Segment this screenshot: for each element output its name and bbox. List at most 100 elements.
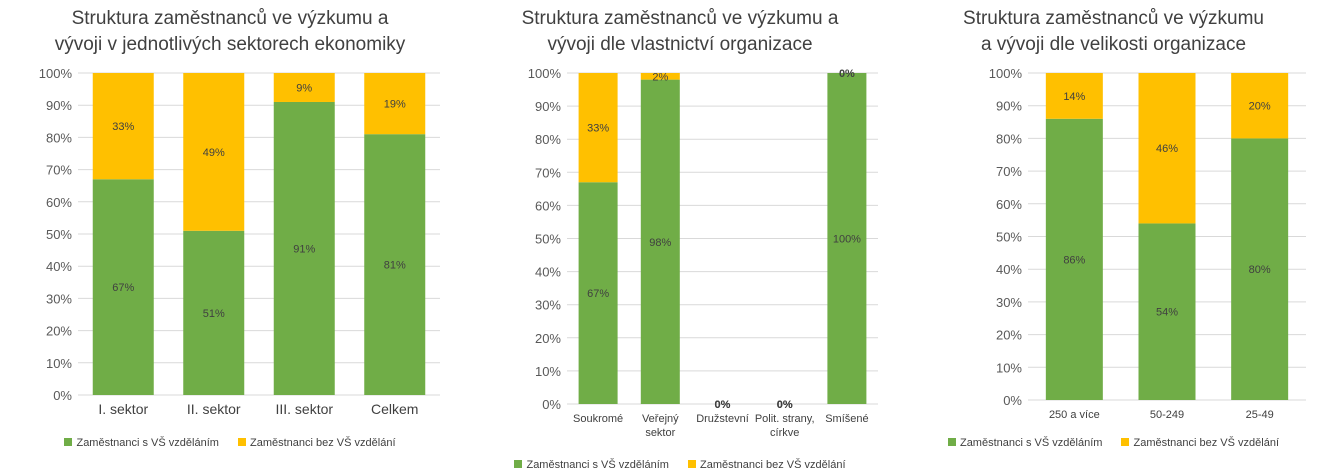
legend-swatch-green — [514, 460, 523, 468]
y-tick-label: 80% — [535, 132, 561, 147]
data-label: 9% — [296, 82, 312, 94]
legend-label-without-degree: Zaměstnanci bez VŠ vzdělání — [699, 459, 846, 471]
data-label: 49% — [203, 147, 225, 159]
legend-item-without-degree: Zaměstnanci bez VŠ vzdělání — [237, 437, 396, 449]
y-tick-label: 20% — [996, 328, 1022, 343]
legend-item-with-degree: Zaměstnanci s VŠ vzděláním — [64, 437, 219, 449]
data-label: 67% — [112, 282, 134, 294]
bar-segment — [1045, 118, 1103, 400]
category-label: Soukromé — [573, 413, 623, 425]
bar-segment — [578, 182, 618, 404]
chart-legend: Zaměstnanci s VŠ vzděláním Zaměstnanci b… — [900, 437, 1327, 449]
data-label: 0% — [777, 399, 793, 411]
data-label: 0% — [715, 399, 731, 411]
category-label: Veřejný — [642, 413, 679, 425]
data-label: 46% — [1156, 143, 1178, 155]
y-tick-label: 100% — [528, 66, 562, 81]
y-tick-label: 90% — [996, 99, 1022, 114]
data-label: 0% — [715, 399, 731, 411]
y-tick-label: 70% — [535, 165, 561, 180]
legend-item-without-degree: Zaměstnanci bez VŠ vzdělání — [1121, 437, 1279, 449]
legend-swatch-green — [64, 438, 73, 446]
legend-swatch-yellow — [687, 460, 696, 468]
legend-label-with-degree: Zaměstnanci s VŠ vzděláním — [526, 459, 669, 471]
y-tick-label: 100% — [39, 66, 73, 81]
category-label: 250 a více — [1049, 409, 1100, 421]
chart-title-line-1: Struktura zaměstnanců ve výzkumu a — [71, 8, 389, 29]
legend-swatch-green — [947, 438, 956, 446]
legend-swatch-yellow — [1121, 438, 1130, 446]
chart-plot: 0% 10% 20% 30% 40% 50% 60% 70% 80% 90% 100% 86% 14% 2… — [989, 66, 1306, 421]
category-label: 50-249 — [1150, 409, 1184, 421]
chart-plot: 0% 10% 20% 30% 40% 50% 60% 70% 80% 90% 100% 67% 33% I… — [39, 66, 440, 417]
chart-title: Struktura zaměstnanců ve výzkumu a vývoj… — [900, 6, 1327, 58]
category-label: II. sektor — [187, 401, 241, 417]
legend-label-with-degree: Zaměstnanci s VŠ vzděláním — [76, 437, 219, 449]
category-label: sektor — [645, 427, 675, 439]
data-label: 2% — [652, 71, 668, 83]
category-label: Celkem — [371, 401, 418, 417]
data-label: 54% — [1156, 307, 1178, 319]
bar-segment — [92, 73, 154, 180]
bar-segment — [273, 73, 335, 102]
data-label: 33% — [587, 123, 609, 135]
y-tick-label: 80% — [996, 131, 1022, 146]
data-label: 33% — [112, 121, 134, 133]
chart-title: Struktura zaměstnanců ve výzkumu a vývoj… — [0, 6, 460, 58]
bar-segment — [640, 73, 680, 80]
y-tick-label: 0% — [542, 397, 561, 412]
y-tick-label: 60% — [535, 198, 561, 213]
bar-segment — [1231, 73, 1289, 139]
y-tick-label: 100% — [989, 66, 1023, 81]
chart-plot: 0% 10% 20% 30% 40% 50% 60% 70% 80% 90% 100% 67% 33% S… — [528, 66, 878, 439]
bar-segment — [1138, 223, 1196, 400]
y-tick-label: 50% — [46, 227, 72, 242]
data-label: 100% — [833, 234, 861, 246]
bar-segment — [640, 79, 680, 405]
y-tick-label: 40% — [996, 262, 1022, 277]
bar-segment — [1138, 73, 1196, 224]
category-label: Družstevní — [696, 413, 749, 425]
y-tick-label: 10% — [996, 360, 1022, 375]
legend-item-with-degree: Zaměstnanci s VŠ vzděláním — [947, 437, 1102, 449]
y-tick-label: 50% — [535, 232, 561, 247]
bar-segment — [364, 73, 426, 135]
y-tick-label: 70% — [46, 163, 72, 178]
bar-segment — [1045, 73, 1103, 119]
y-tick-label: 50% — [996, 230, 1022, 245]
data-label: 80% — [1249, 264, 1271, 276]
data-label: 0% — [839, 68, 855, 80]
chart-title-line-2: a vývoji dle velikosti organizace — [980, 34, 1247, 55]
category-label: 25-49 — [1246, 409, 1274, 421]
y-tick-label: 80% — [46, 130, 72, 145]
bar-segment — [1231, 138, 1289, 400]
category-label: církve — [770, 427, 799, 439]
data-label: 98% — [649, 237, 671, 249]
y-tick-label: 10% — [46, 356, 72, 371]
y-tick-label: 30% — [996, 295, 1022, 310]
y-tick-label: 90% — [46, 98, 72, 113]
y-tick-label: 40% — [46, 259, 72, 274]
y-tick-label: 0% — [53, 388, 72, 403]
chart-title: Struktura zaměstnanců ve výzkumu a vývoj… — [460, 6, 900, 58]
chart-title-line-1: Struktura zaměstnanců ve výzkumu a — [521, 8, 839, 29]
y-tick-label: 60% — [996, 197, 1022, 212]
category-label: I. sektor — [98, 401, 148, 417]
category-label: Smíšené — [825, 413, 868, 425]
bar-segment — [827, 73, 867, 404]
data-label: 86% — [1063, 254, 1085, 266]
y-tick-label: 30% — [535, 298, 561, 313]
chart-sectors: Struktura zaměstnanců ve výzkumu a vývoj… — [0, 0, 460, 472]
bar-segment — [273, 101, 335, 395]
legend-swatch-yellow — [237, 438, 246, 446]
y-tick-label: 10% — [535, 364, 561, 379]
data-label: 19% — [384, 99, 406, 111]
y-tick-label: 70% — [996, 164, 1022, 179]
y-tick-label: 60% — [46, 195, 72, 210]
legend-item-with-degree: Zaměstnanci s VŠ vzděláním — [514, 459, 669, 471]
data-label: 67% — [587, 288, 609, 300]
legend-item-without-degree: Zaměstnanci bez VŠ vzdělání — [687, 459, 846, 471]
category-label: III. sektor — [275, 401, 333, 417]
data-label: 51% — [203, 308, 225, 320]
bar-segment — [183, 230, 245, 395]
